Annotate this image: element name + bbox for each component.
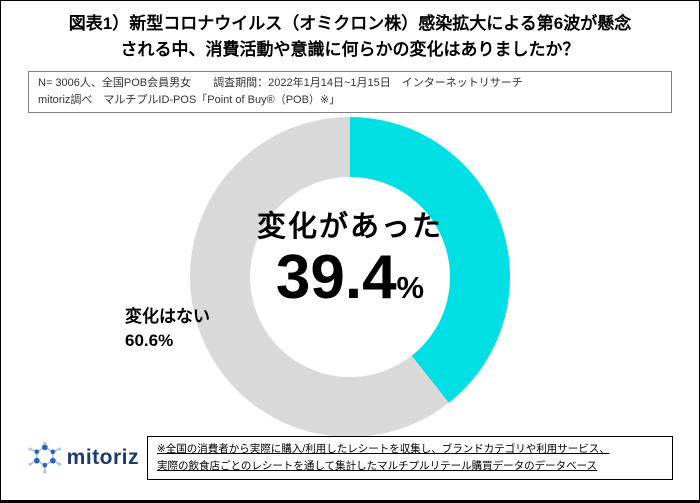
- mitoriz-logo-icon: [28, 441, 62, 474]
- no-change-label: 変化はない 60.6%: [125, 305, 210, 354]
- center-value-percent-sign: %: [396, 269, 425, 305]
- donut-hole: [250, 176, 450, 377]
- mitoriz-logo-text: mitoriz: [66, 446, 139, 470]
- survey-info-line2: mitoriz調べ マルチプルID-POS「Point of Buy®（POB）…: [38, 93, 341, 106]
- no-change-label-text: 変化はない: [125, 306, 210, 326]
- page-title: 図表1）新型コロナウイルス（オミクロン株）感染拡大による第6波が懸念 される中、…: [1, 1, 699, 64]
- footnote-line1: ※全国の消費者から実際に購入/利用したレシートを収集し、ブランドカテゴリや利用サ…: [157, 443, 610, 456]
- donut-ring: [190, 116, 510, 437]
- survey-info-box: N= 3006人、全国POB会員男女 調査期間：2022年1月14日~1月15日…: [28, 70, 672, 113]
- center-label-text: 変化があった: [256, 210, 443, 243]
- footnote-line2: 実際の飲食店ごとのレシートを通して集計したマルチプルリテール購買データのデータベ…: [157, 460, 598, 473]
- mitoriz-logo: mitoriz: [27, 440, 139, 476]
- survey-info-line1: N= 3006人、全国POB会員男女 調査期間：2022年1月14日~1月15日…: [38, 76, 523, 89]
- footer: mitoriz ※全国の消費者から実際に購入/利用したレシートを収集し、ブランド…: [1, 436, 699, 480]
- page-title-line1: 図表1）新型コロナウイルス（オミクロン株）感染拡大による第6波が懸念: [68, 14, 632, 33]
- center-label-value: 39.4%: [1, 245, 699, 310]
- no-change-label-value: 60.6%: [125, 331, 174, 351]
- page-title-line2: される中、消費活動や意識に何らかの変化はありましたか？: [120, 40, 580, 60]
- center-value-number: 39.4: [275, 242, 397, 312]
- donut-chart: 変化があった 39.4% 変化はない 60.6%: [1, 113, 699, 445]
- center-label: 変化があった 39.4%: [1, 203, 699, 310]
- footnote-box: ※全国の消費者から実際に購入/利用したレシートを収集し、ブランドカテゴリや利用サ…: [147, 436, 673, 480]
